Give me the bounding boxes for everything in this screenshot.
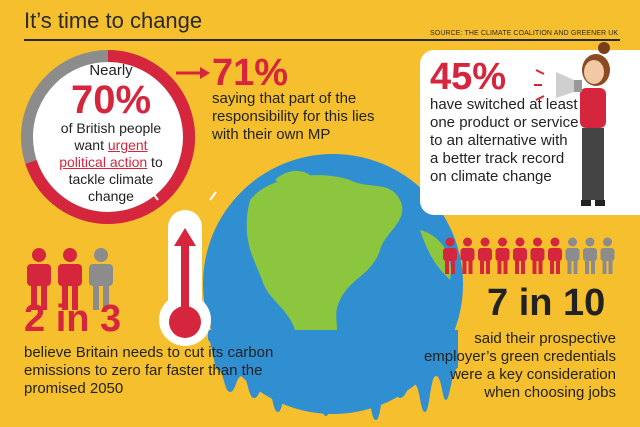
stat-70-line2: want urgent	[46, 137, 176, 154]
page-title: It’s time to change	[24, 8, 203, 33]
stat-70-highlight-action: political action	[59, 154, 148, 170]
person-icon	[530, 237, 545, 274]
thermometer-icon	[151, 191, 217, 346]
stat-71-text: saying that part of the responsibility f…	[212, 90, 375, 143]
stat-70-block: Nearly 70% of British people want urgent…	[46, 62, 176, 205]
person-icon	[443, 237, 457, 274]
stat-70-prefix: Nearly	[89, 62, 133, 79]
stat-45-text: have switched at least one product or se…	[430, 96, 579, 185]
people-icons-2-in-3	[27, 248, 113, 310]
source-credit: SOURCE: THE CLIMATE COALITION AND GREENE…	[430, 30, 619, 37]
stat-7in10-text: said their prospective employer’s green …	[423, 330, 616, 401]
percentage-ring	[21, 50, 196, 224]
person-icon	[460, 237, 475, 274]
stat-70-line1: of British people	[60, 120, 162, 136]
stat-70-highlight-urgent: urgent	[107, 137, 148, 153]
stat-70-line3-text: to	[147, 154, 163, 170]
person-icon	[565, 237, 580, 274]
stat-2in3-text: believe Britain needs to cut its carbon …	[24, 344, 274, 397]
ring-progress-arc	[25, 50, 196, 224]
person-icon	[548, 237, 562, 274]
stat-70-line2-text: want	[74, 137, 108, 153]
stat-70-value: 70%	[70, 78, 152, 122]
person-icon	[600, 237, 615, 274]
melting-globe-illustration	[203, 154, 463, 420]
stat-70-line5: change	[88, 188, 134, 204]
people-icons-7-in-10	[443, 237, 615, 274]
person-icon	[478, 237, 492, 274]
stat-70-line4: tackle climate	[68, 171, 154, 187]
person-icon	[583, 237, 597, 274]
stat-70-line3: political action to	[46, 154, 176, 171]
stat-7in10-value: 7 in 10	[487, 282, 606, 324]
stat-2in3-value: 2 in 3	[24, 298, 122, 340]
arrow-right-icon	[176, 67, 210, 79]
stat-45-value: 45%	[430, 56, 507, 98]
woman-megaphone-icon	[534, 42, 610, 206]
stat-71-value: 71%	[212, 52, 289, 94]
header-divider	[24, 39, 620, 41]
person-icon	[513, 237, 527, 274]
person-icon	[495, 237, 510, 274]
